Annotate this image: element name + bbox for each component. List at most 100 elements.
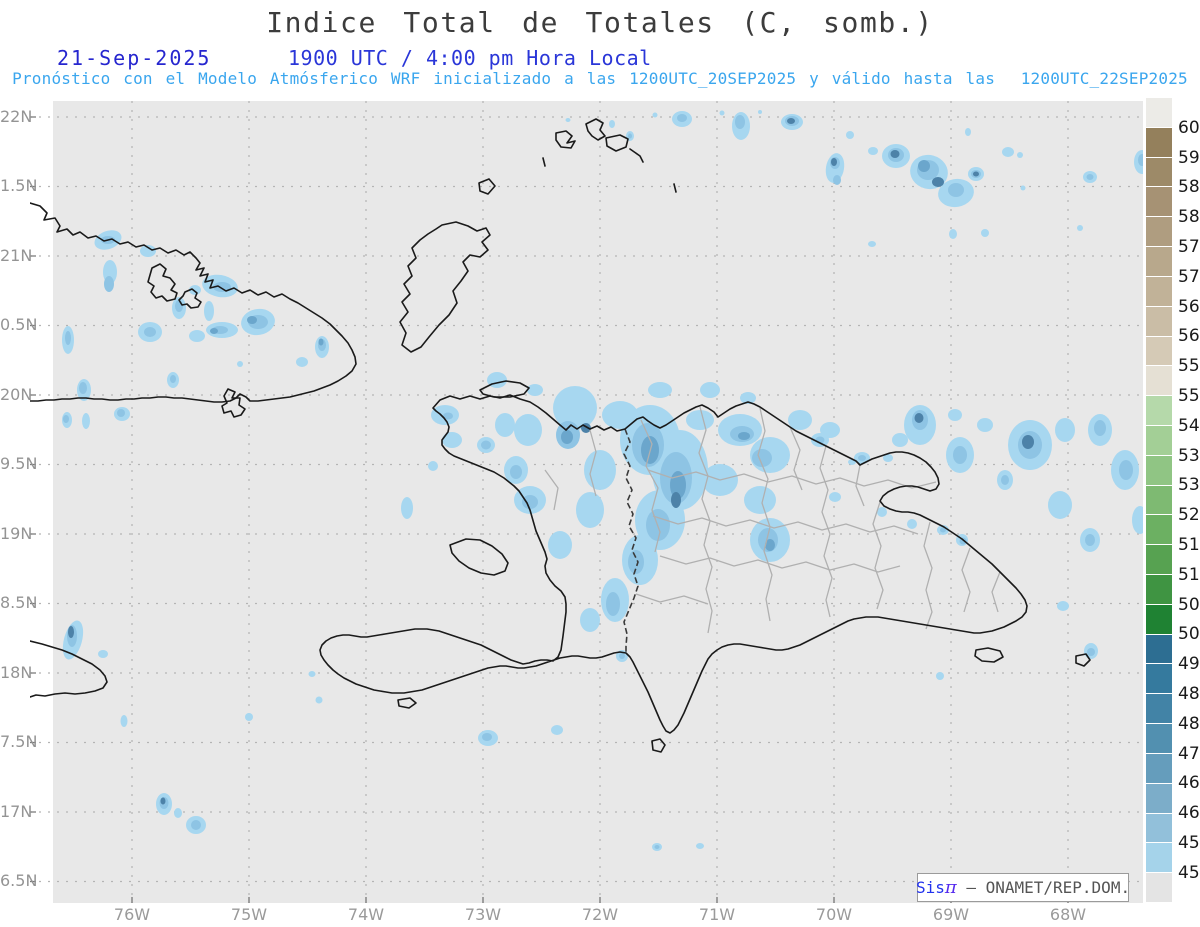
lat-tick-label: 22N xyxy=(0,107,33,126)
province-boundaries xyxy=(544,406,1001,634)
colorbar-segment xyxy=(1146,545,1172,575)
page-title: Indice Total de Totales (C, somb.) xyxy=(266,6,934,39)
lon-tick-label: 69W xyxy=(932,905,970,924)
colorbar-tick-label: 45 xyxy=(1178,862,1200,883)
colorbar-tick-label: 57.5 xyxy=(1178,237,1200,257)
colorbar-segment xyxy=(1146,396,1172,426)
lat-tick-label: 7.5N xyxy=(0,732,38,752)
lat-axis: 22N 1.5N 21N 0.5N 20N 9.5N 19N 8.5N 18N 7.5N 17N 6.… xyxy=(0,0,38,927)
colorbar-tick-label: 49.2 xyxy=(1178,654,1200,675)
lon-tick-label: 73W xyxy=(464,905,502,924)
colorbar-segment xyxy=(1146,187,1172,218)
nipe-bay-lagoons xyxy=(147,263,202,309)
colorbar-tick-label: 47.4 xyxy=(1178,743,1200,764)
lon-tick-label: 68W xyxy=(1049,905,1087,924)
tortuga-island xyxy=(479,380,530,398)
colorbar-tick-label: 51.8 xyxy=(1178,535,1200,555)
colorbar-segment xyxy=(1146,306,1172,337)
colorbar-segment xyxy=(1146,366,1172,397)
colorbar-segment xyxy=(1146,455,1172,486)
colorbar-segment xyxy=(1146,575,1172,605)
shade-level-mid xyxy=(63,114,1143,849)
colorbar-labels: 60 59 58.5 58 57.5 57 56.5 56 55.5 55 54.2 53.6 53 52… xyxy=(1178,0,1200,927)
colorbar-segment xyxy=(1146,336,1172,367)
colorbar-segment xyxy=(1146,873,1172,903)
colorbar-segment xyxy=(1146,276,1172,307)
colorbar-tick-label: 48 xyxy=(1178,713,1200,734)
colorbar-tick-label: 57 xyxy=(1178,266,1200,287)
colorbar-segment xyxy=(1146,98,1172,128)
colorbar-tick-label: 55.5 xyxy=(1178,356,1200,377)
colorbar-segment xyxy=(1146,515,1172,546)
forecast-time: 1900 UTC / 4:00 pm Hora Local xyxy=(288,46,652,70)
pi-symbol: π xyxy=(944,877,957,898)
coastlines xyxy=(30,118,1091,753)
forecast-date: 21-Sep-2025 xyxy=(57,46,212,70)
lon-tick-label: 76W xyxy=(113,905,151,924)
colorbar-segment xyxy=(1146,694,1172,725)
lat-tick-label: 6.5N xyxy=(0,870,38,890)
colorbar-tick-label: 58 xyxy=(1178,207,1200,228)
colorbar-segment xyxy=(1146,783,1172,814)
colorbar-tick-label: 45.6 xyxy=(1178,833,1200,853)
attribution-text: – ONAMET/REP.DOM. xyxy=(956,878,1131,897)
lat-tick-label: 17N xyxy=(0,801,33,821)
colorbar-segment xyxy=(1146,485,1172,516)
colorbar-segment xyxy=(1146,813,1172,844)
colorbar-tick-label: 52.4 xyxy=(1178,505,1200,526)
jamaica-coastline xyxy=(30,640,108,698)
colorbar-tick-label: 48.6 xyxy=(1178,684,1200,704)
little-inagua-island xyxy=(478,178,496,195)
lon-tick-label: 71W xyxy=(698,905,736,924)
colorbar-tick-label: 56.5 xyxy=(1178,296,1200,317)
lon-tick-label: 75W xyxy=(230,905,268,924)
lat-tick-label: 8.5N xyxy=(0,593,38,613)
gonave-island xyxy=(449,538,509,576)
turks-caicos-islands xyxy=(542,118,677,193)
colorbar-tick-label: 50 xyxy=(1178,624,1200,645)
saona-island xyxy=(974,647,1004,663)
colorbar-segment xyxy=(1146,664,1172,695)
colorbar-tick-label: 46.8 xyxy=(1178,773,1200,794)
colorbar-tick-label: 54.2 xyxy=(1178,415,1200,436)
colorbar-segment xyxy=(1146,604,1172,635)
lon-axis: 76W 75W 74W 73W 72W 71W 70W 69W 68W xyxy=(0,905,1200,927)
colorbar-tick-label: 46.2 xyxy=(1178,803,1200,824)
ile-a-vache-island xyxy=(397,697,417,709)
lat-tick-label: 0.5N xyxy=(0,315,38,335)
beata-island xyxy=(651,738,666,753)
colorbar-segment xyxy=(1146,127,1172,158)
colorbar-tick-label: 53.6 xyxy=(1178,445,1200,466)
colorbar-segment xyxy=(1146,724,1172,754)
colorbar-tick-label: 51.2 xyxy=(1178,564,1200,585)
guantanamo-bay xyxy=(221,388,246,418)
colorbar-tick-label: 55 xyxy=(1178,386,1200,406)
colorbar-segment xyxy=(1146,217,1172,248)
lon-tick-label: 72W xyxy=(581,905,619,924)
mona-island xyxy=(1075,653,1091,667)
lat-tick-label: 18N xyxy=(0,662,33,682)
lat-tick-label: 19N xyxy=(0,523,33,543)
colorbar-segment xyxy=(1146,157,1172,188)
cuba-coastline xyxy=(30,202,357,403)
colorbar-segment xyxy=(1146,425,1172,456)
colorbar-segment xyxy=(1146,634,1172,665)
hispaniola-coastline xyxy=(319,394,1028,734)
lat-tick-label: 20N xyxy=(0,384,33,404)
colorbar-segment xyxy=(1146,753,1172,784)
lon-tick-label: 74W xyxy=(347,905,385,924)
colorbar-tick-label: 59 xyxy=(1178,147,1200,168)
colorbar-tick-label: 58.5 xyxy=(1178,177,1200,198)
attribution-app-name: Sis xyxy=(915,878,945,897)
colorbar-tick-label: 60 xyxy=(1178,117,1200,138)
colorbar-segments xyxy=(1146,98,1172,903)
shade-level-darkest xyxy=(68,118,1034,805)
model-subtitle: Pronóstico con el Modelo Atmósferico WRF… xyxy=(12,69,1188,88)
lat-tick-label: 21N xyxy=(0,245,33,265)
colorbar-segment xyxy=(1146,843,1172,874)
lat-tick-label: 9.5N xyxy=(0,454,38,474)
colorbar-tick-label: 56 xyxy=(1178,326,1200,347)
colorbar-tick-label: 53 xyxy=(1178,475,1200,496)
